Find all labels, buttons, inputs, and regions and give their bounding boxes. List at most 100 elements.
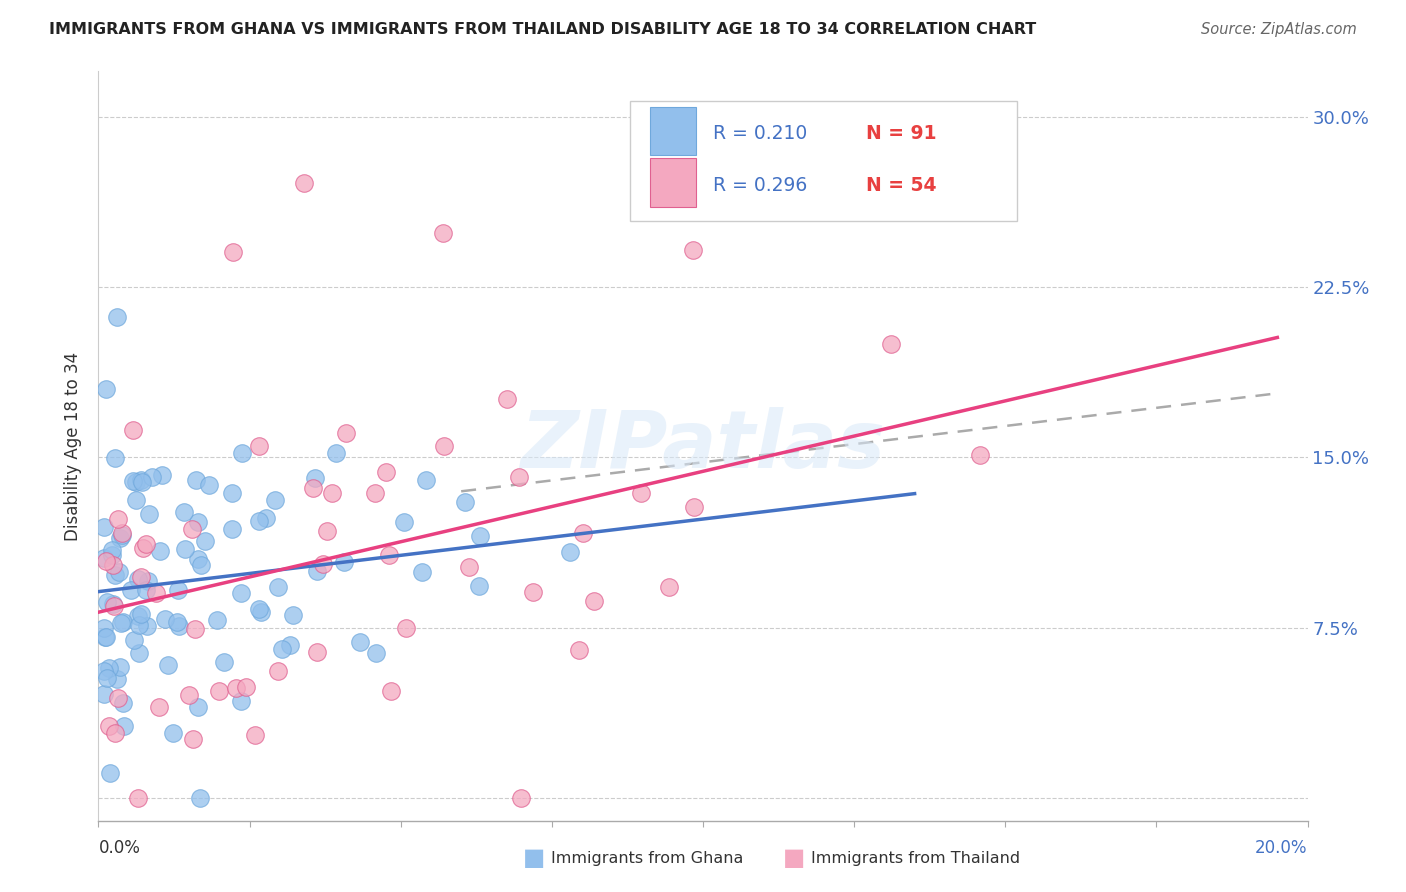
- Point: [110, 660, 132, 674]
- Point: [454, 494, 477, 508]
- Point: [249, 605, 271, 619]
- Point: [243, 728, 266, 742]
- Point: [187, 516, 209, 530]
- Point: [380, 683, 402, 698]
- Point: [495, 392, 517, 406]
- Point: [205, 613, 228, 627]
- Point: [93, 621, 115, 635]
- Point: [880, 337, 903, 351]
- Point: [167, 583, 190, 598]
- Point: [101, 558, 124, 572]
- Point: [683, 500, 706, 514]
- FancyBboxPatch shape: [650, 158, 696, 207]
- FancyBboxPatch shape: [630, 102, 1018, 221]
- Point: [271, 642, 294, 657]
- Point: [96, 671, 118, 685]
- Text: Immigrants from Ghana: Immigrants from Ghana: [551, 851, 744, 865]
- Point: [136, 574, 159, 588]
- Point: [349, 635, 371, 649]
- Point: [135, 582, 157, 597]
- Point: [378, 548, 401, 562]
- Point: [267, 665, 290, 679]
- Point: [107, 690, 129, 705]
- Point: [208, 683, 231, 698]
- Point: [98, 766, 121, 780]
- Point: [120, 583, 142, 598]
- Point: [335, 425, 357, 440]
- Point: [184, 473, 207, 487]
- Point: [292, 176, 315, 190]
- Point: [124, 632, 146, 647]
- Point: [571, 525, 593, 540]
- Point: [128, 646, 150, 660]
- Point: [432, 439, 454, 453]
- Point: [97, 661, 120, 675]
- Point: [198, 477, 221, 491]
- Point: [110, 531, 132, 545]
- Point: [280, 638, 302, 652]
- Point: [249, 515, 271, 529]
- Point: [96, 595, 118, 609]
- Point: [93, 687, 115, 701]
- Point: [169, 619, 191, 633]
- Text: N = 91: N = 91: [866, 124, 936, 144]
- Point: [125, 475, 148, 490]
- Point: [173, 505, 195, 519]
- Text: ■: ■: [783, 847, 806, 870]
- Point: [125, 493, 148, 508]
- Point: [105, 672, 128, 686]
- Point: [107, 511, 129, 525]
- Point: [107, 565, 129, 579]
- Point: [508, 470, 530, 484]
- Point: [229, 586, 252, 600]
- Point: [93, 664, 115, 678]
- Point: [111, 525, 134, 540]
- Point: [411, 565, 433, 579]
- Point: [392, 515, 415, 529]
- Point: [212, 655, 235, 669]
- Point: [94, 630, 117, 644]
- Point: [112, 719, 135, 733]
- Point: [127, 608, 149, 623]
- Point: [221, 486, 243, 500]
- Point: [630, 486, 652, 500]
- Point: [415, 473, 437, 487]
- Point: [111, 615, 134, 629]
- Point: [301, 481, 323, 495]
- Point: [166, 615, 188, 629]
- Point: [110, 615, 132, 630]
- Point: [131, 475, 153, 489]
- Point: [432, 226, 454, 240]
- Point: [111, 697, 134, 711]
- FancyBboxPatch shape: [650, 106, 696, 155]
- Point: [132, 541, 155, 555]
- Point: [247, 439, 270, 453]
- Point: [98, 719, 121, 733]
- Point: [247, 602, 270, 616]
- Point: [235, 680, 257, 694]
- Point: [321, 486, 343, 500]
- Point: [138, 507, 160, 521]
- Text: R = 0.210: R = 0.210: [713, 124, 807, 144]
- Point: [194, 534, 217, 549]
- Point: [568, 642, 591, 657]
- Point: [104, 450, 127, 465]
- Point: [374, 465, 396, 479]
- Point: [181, 522, 204, 536]
- Point: [94, 630, 117, 644]
- Point: [162, 725, 184, 739]
- Point: [129, 473, 152, 487]
- Text: 20.0%: 20.0%: [1256, 838, 1308, 857]
- Point: [364, 646, 387, 660]
- Point: [510, 791, 533, 805]
- Point: [101, 549, 124, 563]
- Point: [127, 791, 149, 805]
- Point: [188, 791, 211, 805]
- Point: [104, 725, 127, 739]
- Point: [658, 580, 681, 594]
- Point: [221, 522, 243, 536]
- Point: [281, 608, 304, 623]
- Point: [267, 580, 290, 594]
- Point: [149, 544, 172, 558]
- Text: ZIPatlas: ZIPatlas: [520, 407, 886, 485]
